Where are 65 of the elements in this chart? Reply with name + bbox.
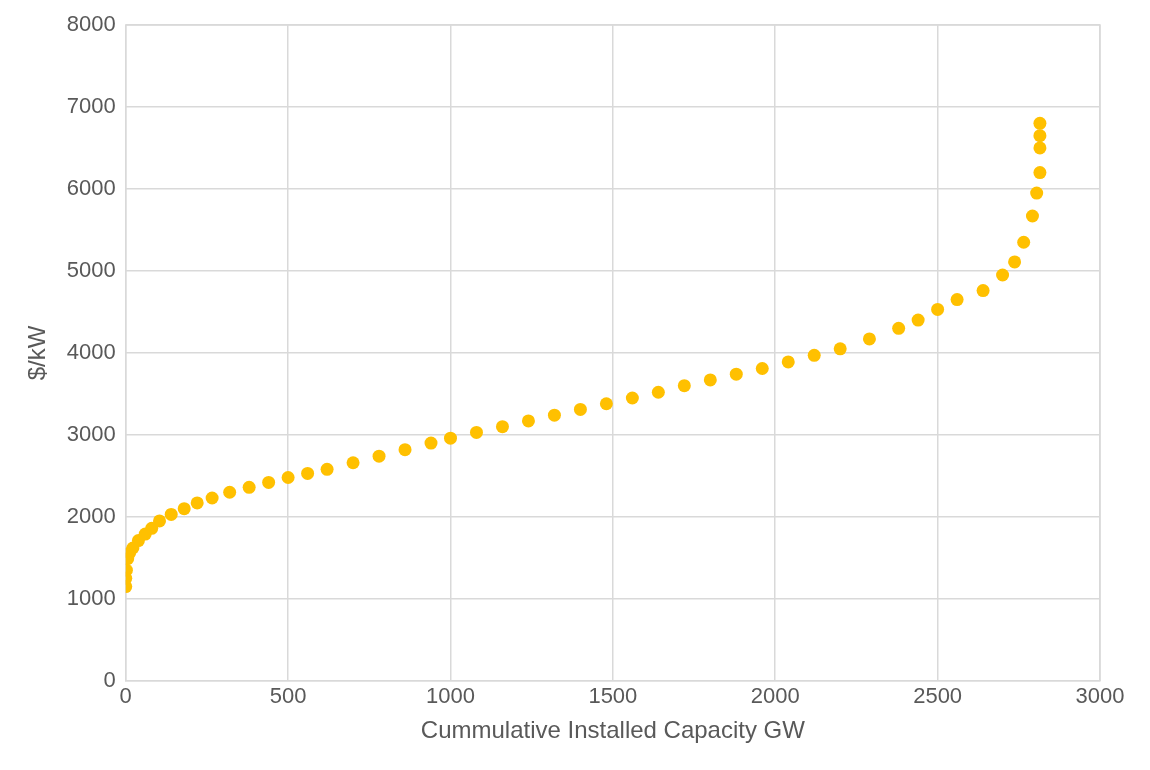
point [164, 507, 178, 521]
point [281, 471, 295, 484]
point [1017, 235, 1031, 249]
point [911, 313, 925, 327]
y-tick-label: 5000 [66, 256, 116, 282]
point [372, 449, 386, 463]
y-tick-label: 4000 [66, 338, 116, 364]
point [677, 379, 691, 393]
point [807, 348, 821, 362]
point [651, 385, 665, 399]
point [976, 284, 990, 298]
point [346, 456, 360, 470]
y-tick-label: 3000 [66, 420, 116, 446]
point [996, 268, 1010, 282]
point [1033, 129, 1047, 143]
point [320, 462, 334, 476]
point [1008, 255, 1022, 269]
y-tick-label: 0 [103, 666, 116, 692]
y-axis-title: $/kW [23, 325, 51, 381]
point [781, 355, 795, 369]
point [1033, 116, 1047, 130]
point [1033, 166, 1047, 180]
point [262, 475, 276, 489]
point [153, 514, 167, 528]
point [1030, 186, 1044, 200]
x-axis-title: Cummulative Installed Capacity GW [420, 716, 806, 744]
y-tick-label: 8000 [66, 11, 116, 37]
point [469, 425, 483, 439]
point [950, 293, 964, 307]
x-tick-label: 1000 [426, 683, 475, 709]
y-tick-label: 7000 [66, 93, 116, 119]
point [931, 302, 945, 316]
x-tick-label: 2000 [750, 683, 800, 709]
point [547, 408, 561, 422]
point [599, 397, 613, 411]
point [495, 420, 509, 434]
x-tick-label: 3000 [1075, 683, 1125, 709]
x-tick-label: 0 [119, 683, 132, 709]
point [424, 436, 438, 450]
point [833, 342, 847, 356]
point [242, 480, 256, 494]
point [1033, 141, 1047, 155]
point [177, 502, 191, 516]
point [145, 521, 159, 535]
point [398, 443, 412, 457]
y-tick-label: 6000 [66, 175, 116, 201]
point [625, 391, 639, 405]
point [301, 466, 315, 480]
point [729, 367, 743, 381]
point [573, 402, 587, 416]
point [1025, 209, 1039, 223]
point [862, 332, 876, 346]
y-tick-label: 1000 [66, 584, 116, 610]
point [892, 321, 906, 335]
point [703, 373, 717, 387]
x-tick-label: 2500 [913, 683, 963, 709]
x-tick-label: 500 [269, 683, 307, 709]
x-tick-label: 1500 [588, 683, 638, 709]
point [755, 361, 769, 375]
point [443, 431, 457, 445]
y-tick-label: 2000 [66, 502, 116, 528]
point [190, 496, 204, 510]
point [205, 491, 219, 505]
point [223, 485, 237, 499]
point [521, 414, 535, 428]
